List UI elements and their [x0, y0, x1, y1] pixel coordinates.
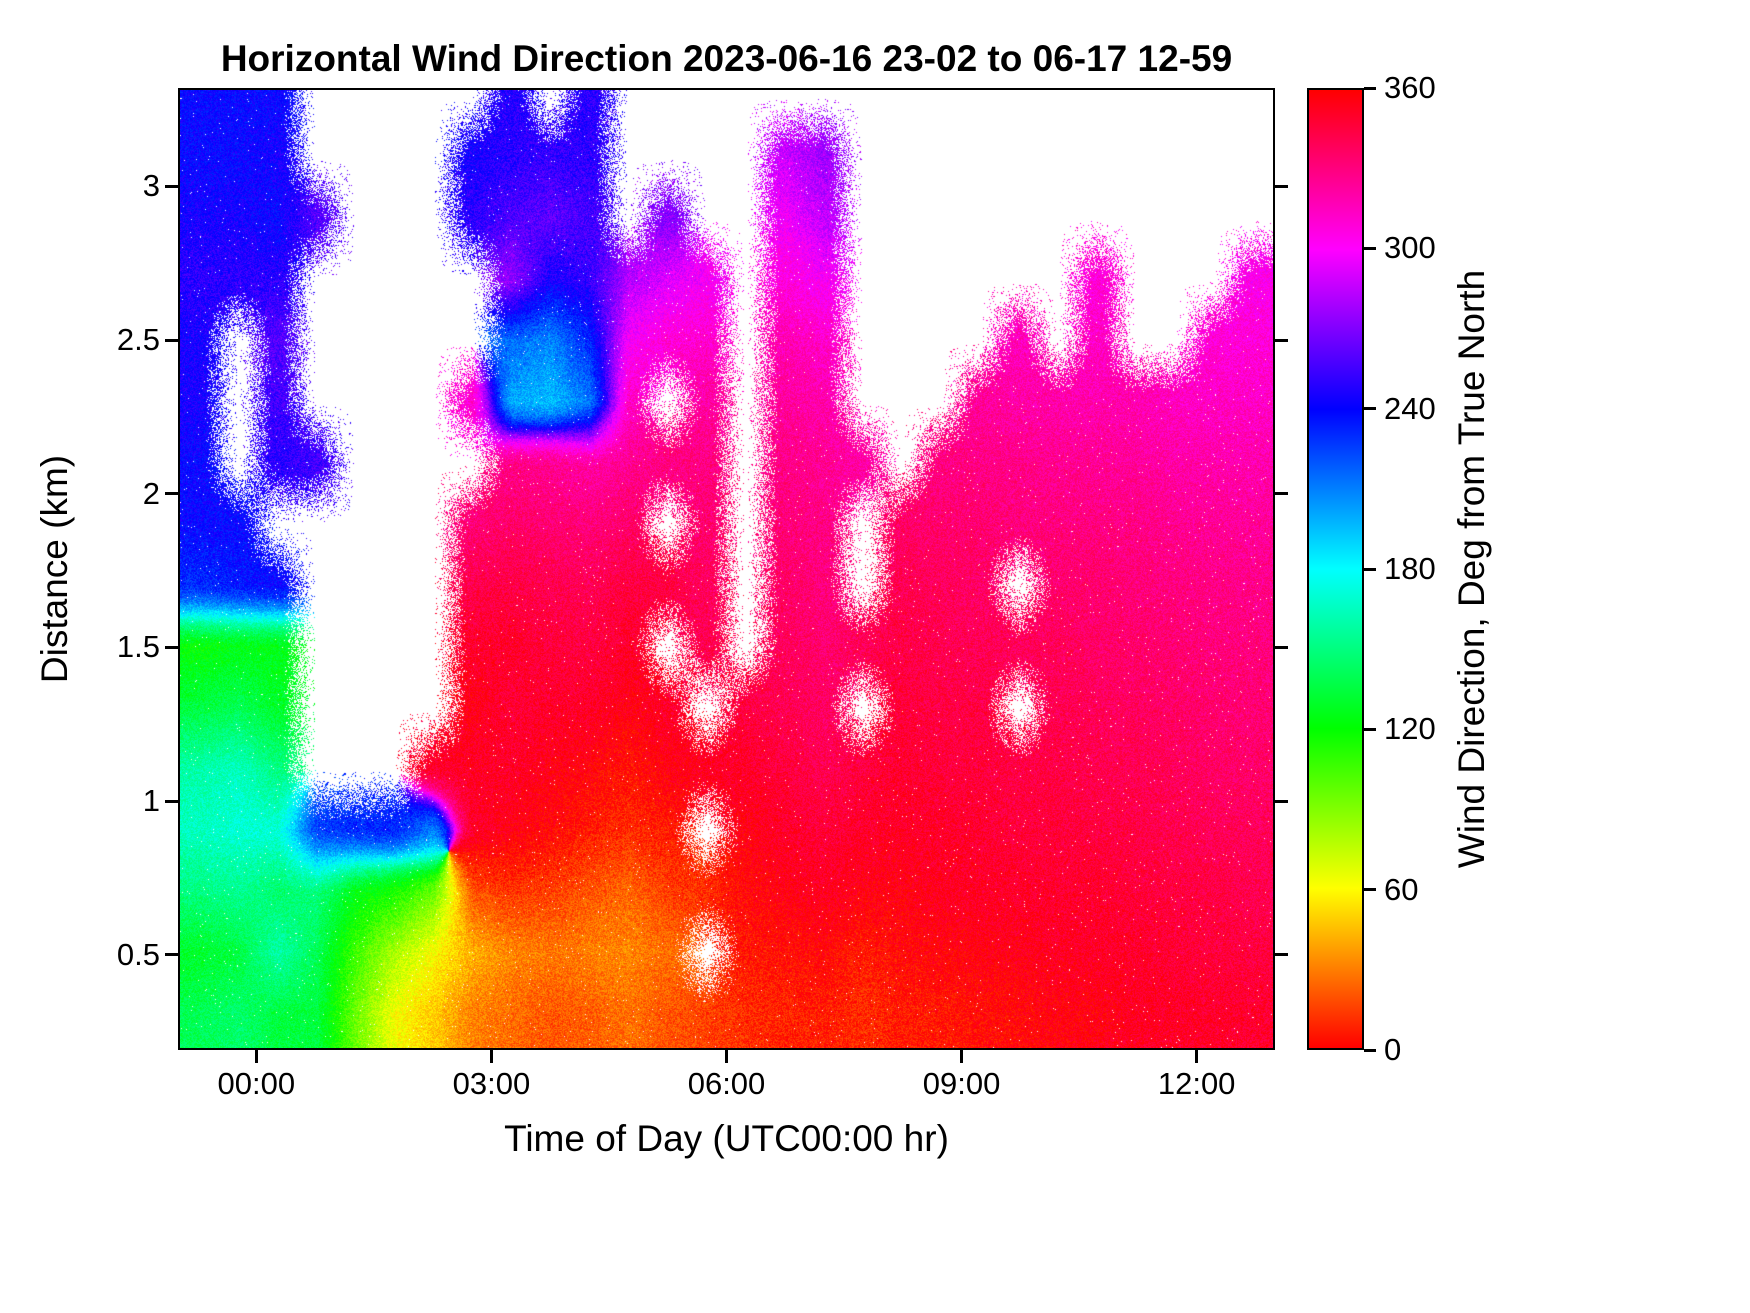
colorbar-tick-label: 240	[1384, 390, 1436, 426]
colorbar-tick-mark	[1364, 86, 1376, 90]
colorbar-tick-label: 300	[1384, 230, 1436, 266]
y-tick-label: 1.5	[116, 629, 160, 665]
y-tick-mark-right	[1275, 492, 1288, 496]
y-tick-mark-right	[1275, 953, 1288, 957]
x-tick-mark	[1195, 1050, 1199, 1063]
x-tick-mark	[489, 1050, 493, 1063]
colorbar-tick-label: 0	[1384, 1032, 1402, 1067]
y-tick-mark	[165, 953, 178, 957]
y-tick-mark	[165, 799, 178, 803]
x-axis-label: Time of Day (UTC00:00 hr)	[504, 1118, 949, 1159]
y-tick-mark-right	[1275, 645, 1288, 649]
x-tick-label: 06:00	[687, 1066, 766, 1101]
y-tick-label: 2	[142, 475, 160, 511]
x-tick-mark	[960, 1050, 964, 1063]
y-tick-mark	[165, 645, 178, 649]
colorbar-tick-mark	[1364, 246, 1376, 250]
colorbar-tick-mark	[1364, 407, 1376, 411]
colorbar-tick-label: 180	[1384, 551, 1436, 586]
y-tick-mark-right	[1275, 184, 1288, 188]
chart-title: Horizontal Wind Direction 2023-06-16 23-…	[220, 38, 1233, 79]
colorbar-tick-mark	[1364, 888, 1376, 892]
y-tick-mark	[165, 184, 178, 188]
colorbar-tick-mark	[1364, 727, 1376, 731]
x-tick-label: 03:00	[452, 1066, 531, 1101]
y-tick-mark	[165, 338, 178, 342]
heatmap-canvas	[180, 90, 1273, 1048]
colorbar-tick-label: 120	[1384, 711, 1436, 747]
x-tick-label: 12:00	[1157, 1066, 1236, 1101]
colorbar-label: Wind Direction, Deg from True North	[1451, 269, 1492, 869]
colorbar-tick-mark	[1364, 1048, 1376, 1052]
y-tick-label: 2.5	[116, 322, 160, 358]
x-tick-mark	[254, 1050, 258, 1063]
y-tick-mark-right	[1275, 799, 1288, 803]
y-tick-mark	[165, 492, 178, 496]
y-tick-label: 3	[142, 168, 160, 204]
colorbar-tick-label: 60	[1384, 871, 1419, 907]
colorbar-gradient	[1307, 88, 1364, 1050]
y-tick-mark-right	[1275, 338, 1288, 342]
y-tick-label: 1	[142, 783, 160, 819]
colorbar-tick-label: 360	[1384, 70, 1436, 105]
x-tick-mark	[725, 1050, 728, 1063]
x-tick-label: 09:00	[922, 1066, 1001, 1101]
colorbar-tick-mark	[1364, 567, 1376, 571]
y-tick-label: 0.5	[116, 936, 160, 972]
plot-area	[178, 88, 1275, 1050]
x-tick-label: 00:00	[217, 1066, 296, 1101]
